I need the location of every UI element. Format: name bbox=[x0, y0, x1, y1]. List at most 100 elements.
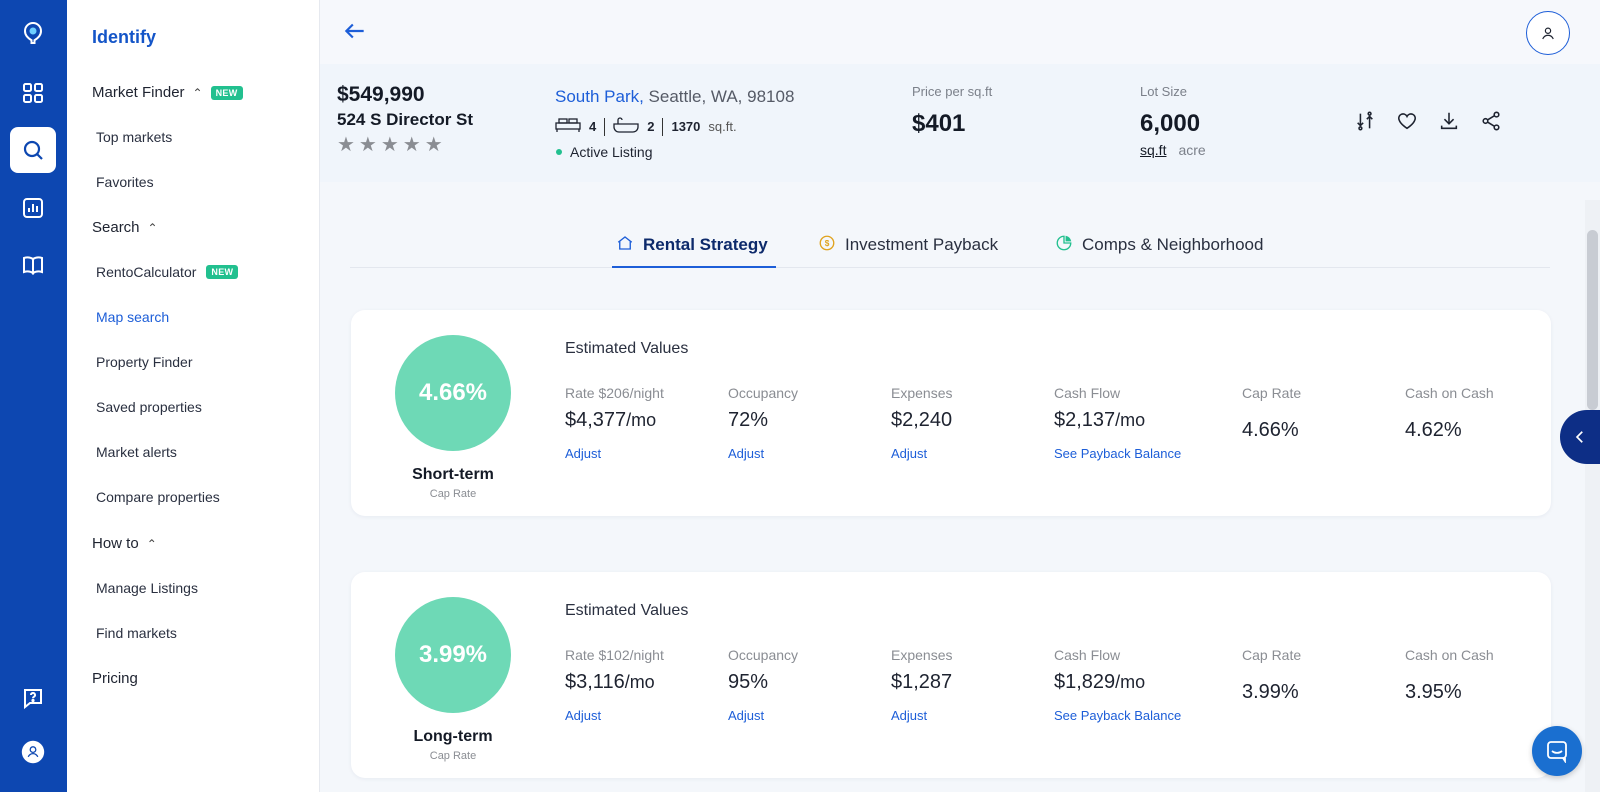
property-features: 4 2 1370 sq.ft. bbox=[555, 117, 737, 136]
scrollbar-thumb[interactable] bbox=[1587, 230, 1598, 410]
heart-icon[interactable] bbox=[1396, 110, 1418, 132]
metric-cash-flow: Cash Flow $1,829/mo See Payback Balance bbox=[1054, 647, 1181, 723]
adjust-link[interactable]: Adjust bbox=[728, 708, 765, 723]
top-bar bbox=[320, 0, 1600, 64]
back-arrow-icon[interactable] bbox=[342, 18, 368, 44]
strategy-tabs: Rental Strategy $ Investment Payback Com… bbox=[350, 222, 1550, 268]
unit-acre-option[interactable]: acre bbox=[1178, 142, 1206, 158]
lot-size-value: 6,000 bbox=[1140, 110, 1201, 137]
metric-value: 3.95% bbox=[1405, 681, 1462, 703]
user-icon[interactable] bbox=[10, 729, 56, 775]
status-text: Active Listing bbox=[570, 144, 653, 160]
how-to-label: How to bbox=[92, 535, 139, 552]
sidebar-item-market-alerts[interactable]: Market alerts bbox=[96, 444, 177, 460]
sidebar-item-favorites[interactable]: Favorites bbox=[96, 174, 154, 190]
user-avatar-icon[interactable] bbox=[1526, 11, 1570, 55]
sidebar-item-compare-properties[interactable]: Compare properties bbox=[96, 489, 220, 505]
sidebar-item-manage-listings[interactable]: Manage Listings bbox=[96, 580, 198, 596]
metric-rate: Rate $102/night $3,116/mo Adjust bbox=[565, 647, 664, 723]
metric-value: $1,287 bbox=[891, 671, 953, 693]
lot-size-label: Lot Size bbox=[1140, 84, 1187, 99]
strategy-term: Short-term bbox=[412, 466, 494, 483]
pricing-label: Pricing bbox=[92, 670, 138, 687]
sidebar-item-label: Find markets bbox=[96, 625, 177, 641]
see-payback-balance-link[interactable]: See Payback Balance bbox=[1054, 708, 1182, 723]
sidebar: Identify Market Finder ⌃ NEW Top markets… bbox=[67, 0, 320, 792]
book-icon[interactable] bbox=[10, 242, 56, 288]
drawer-toggle[interactable] bbox=[1560, 410, 1600, 464]
adjust-link[interactable]: Adjust bbox=[565, 446, 602, 461]
sidebar-item-find-markets[interactable]: Find markets bbox=[96, 625, 177, 641]
market-finder-section[interactable]: Market Finder ⌃ NEW bbox=[92, 84, 243, 101]
logo-pin-icon[interactable] bbox=[10, 10, 56, 56]
chat-icon bbox=[1547, 741, 1567, 763]
chat-launcher[interactable] bbox=[1532, 726, 1582, 776]
unit-sqft-option[interactable]: sq.ft bbox=[1140, 142, 1167, 158]
star-rating[interactable]: ★★★★★ bbox=[337, 134, 447, 156]
adjust-link[interactable]: Adjust bbox=[728, 446, 765, 461]
metric-value: 3.99% bbox=[1242, 681, 1299, 703]
adjust-link[interactable]: Adjust bbox=[565, 708, 602, 723]
price-per-sqft-label: Price per sq.ft bbox=[912, 84, 993, 99]
search-section[interactable]: Search ⌃ bbox=[92, 219, 158, 236]
share-icon[interactable] bbox=[1480, 110, 1502, 132]
coin-icon: $ bbox=[818, 234, 836, 257]
home-icon bbox=[616, 234, 634, 257]
metric-occupancy: Occupancy 95% Adjust bbox=[728, 647, 798, 723]
metric-value: $4,377/mo bbox=[565, 409, 657, 431]
sidebar-item-rentocalculator[interactable]: RentoCalculator NEW bbox=[96, 264, 239, 280]
property-location: South Park, Seattle, WA, 98108 bbox=[555, 87, 794, 107]
metric-value: 72% bbox=[728, 409, 769, 431]
metric-occupancy: Occupancy 72% Adjust bbox=[728, 385, 798, 461]
divider bbox=[604, 117, 606, 136]
metric-label: Occupancy bbox=[728, 385, 799, 401]
how-to-section[interactable]: How to ⌃ bbox=[92, 535, 157, 552]
sidebar-item-label: Compare properties bbox=[96, 489, 220, 505]
bath-icon bbox=[613, 117, 639, 136]
neighborhood-link[interactable]: South Park, bbox=[555, 87, 644, 106]
see-payback-balance-link[interactable]: See Payback Balance bbox=[1054, 446, 1182, 461]
metric-label: Rate $206/night bbox=[565, 385, 664, 401]
metric-cap-rate: Cap Rate 4.66% bbox=[1242, 385, 1301, 442]
sidebar-item-map-search[interactable]: Map search bbox=[96, 309, 169, 325]
metric-value: $2,240 bbox=[891, 409, 953, 431]
adjust-link[interactable]: Adjust bbox=[891, 446, 928, 461]
tab-label: Rental Strategy bbox=[643, 235, 768, 254]
strategy-term: Long-term bbox=[413, 728, 493, 745]
sidebar-item-top-markets[interactable]: Top markets bbox=[96, 129, 172, 145]
sidebar-item-saved-properties[interactable]: Saved properties bbox=[96, 399, 202, 415]
compare-icon[interactable] bbox=[1354, 110, 1376, 132]
search-icon[interactable] bbox=[10, 127, 56, 173]
help-icon[interactable] bbox=[10, 675, 56, 721]
strategy-card-short-term: 4.66% Short-term Cap Rate Estimated Valu… bbox=[351, 310, 1551, 516]
metric-label: Occupancy bbox=[728, 647, 799, 663]
active-tab-indicator bbox=[612, 266, 776, 268]
new-badge: NEW bbox=[210, 85, 243, 100]
download-icon[interactable] bbox=[1438, 110, 1460, 132]
metric-label: Cap Rate bbox=[1242, 647, 1302, 663]
adjust-link[interactable]: Adjust bbox=[891, 708, 928, 723]
tab-investment-payback[interactable]: $ Investment Payback bbox=[818, 230, 998, 260]
pie-chart-icon bbox=[1055, 234, 1073, 257]
metric-label: Cash Flow bbox=[1054, 647, 1121, 663]
chevron-left-icon bbox=[1575, 431, 1583, 443]
tab-label: Investment Payback bbox=[845, 235, 999, 254]
tab-comps-neighborhood[interactable]: Comps & Neighborhood bbox=[1055, 230, 1263, 260]
pricing-section[interactable]: Pricing bbox=[92, 670, 138, 687]
tab-rental-strategy[interactable]: Rental Strategy bbox=[616, 230, 768, 260]
metric-expenses: Expenses $2,240 Adjust bbox=[891, 385, 952, 461]
metric-label: Cash on Cash bbox=[1405, 385, 1494, 401]
price-per-sqft-value: $401 bbox=[912, 110, 966, 137]
grid-icon[interactable] bbox=[10, 70, 56, 116]
sidebar-item-property-finder[interactable]: Property Finder bbox=[96, 354, 192, 370]
sidebar-item-label: Favorites bbox=[96, 174, 154, 190]
chart-icon[interactable] bbox=[10, 185, 56, 231]
metric-label: Rate $102/night bbox=[565, 647, 664, 663]
status-dot bbox=[556, 149, 562, 155]
brand-title: Identify bbox=[92, 27, 157, 47]
metric-value: $1,829/mo bbox=[1054, 671, 1146, 693]
tab-label: Comps & Neighborhood bbox=[1082, 235, 1264, 254]
chevron-up-icon: ⌃ bbox=[147, 220, 158, 235]
baths-count: 2 bbox=[647, 119, 655, 134]
metric-value: $3,116/mo bbox=[565, 671, 655, 693]
